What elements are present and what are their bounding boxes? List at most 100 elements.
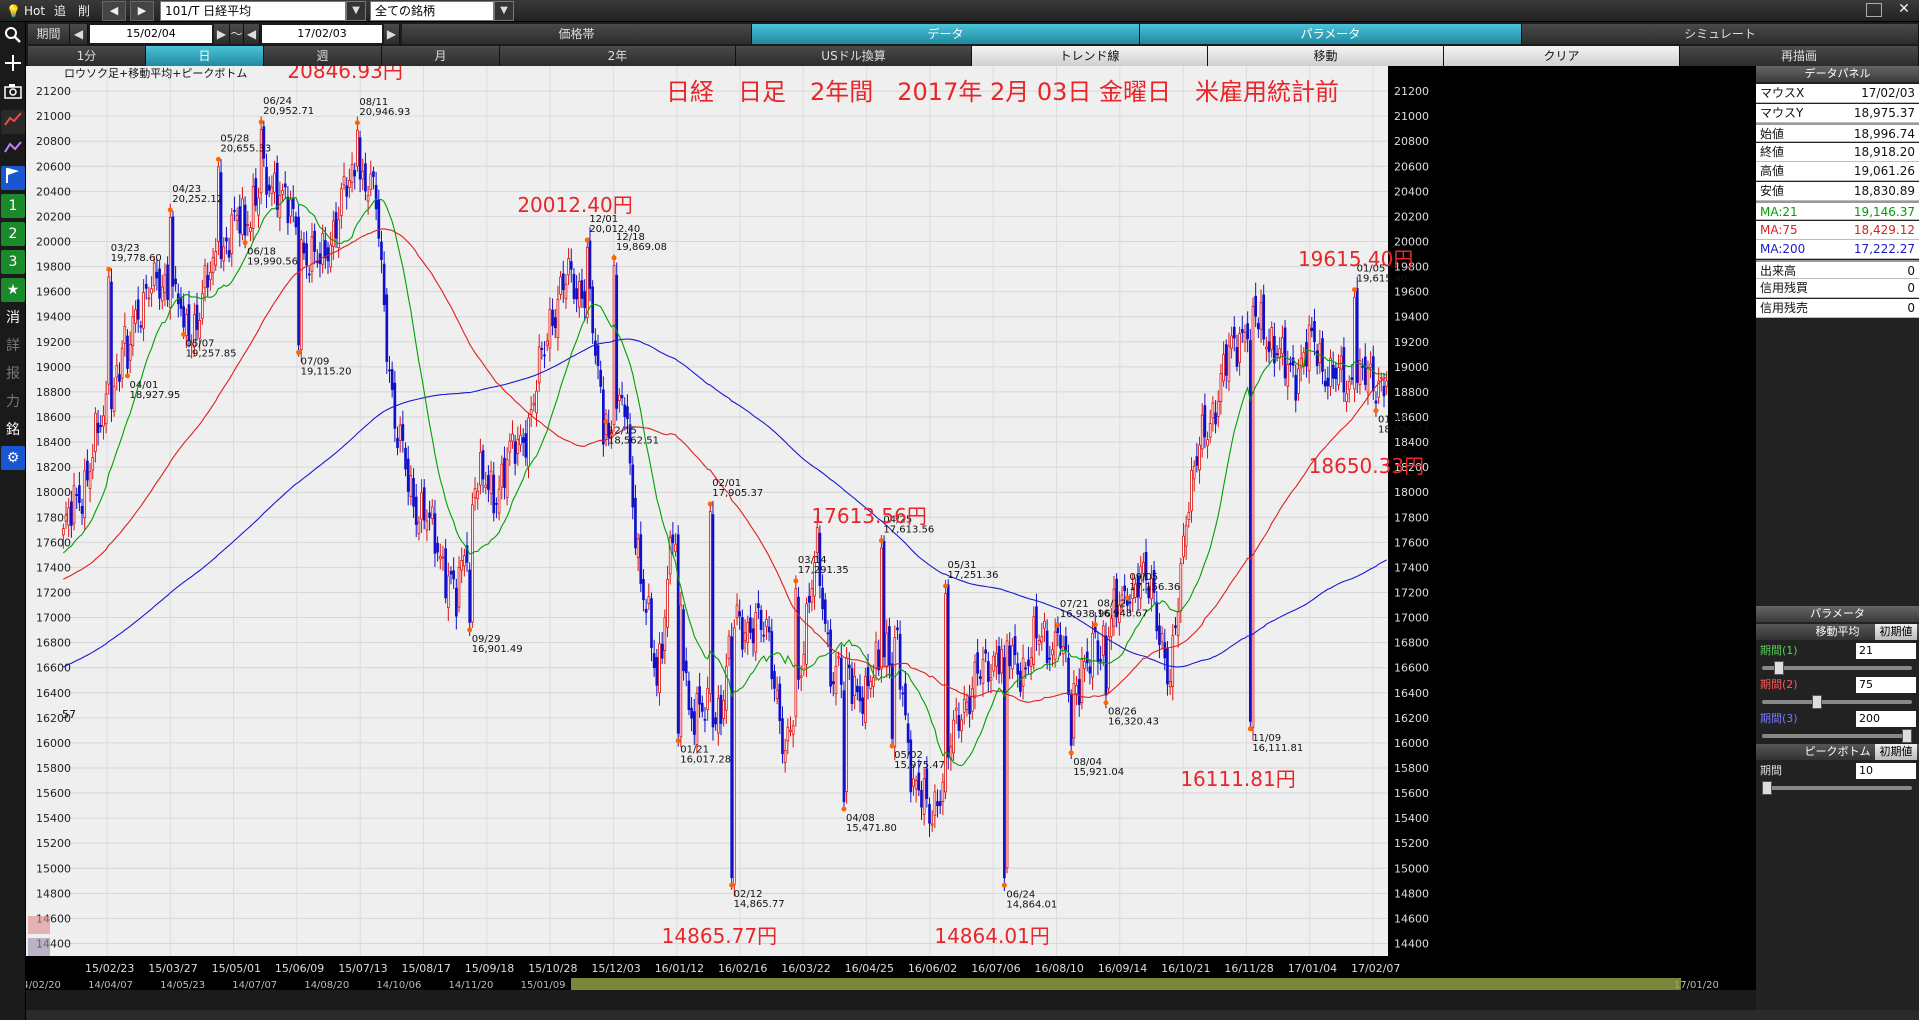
usd-convert-button[interactable]: USドル換算 [736,46,972,66]
candle-body [880,547,883,670]
ma-period1-value[interactable]: 21 [1856,643,1916,659]
candle-body [866,667,870,687]
data-panel-header: データパネル [1756,66,1919,82]
redraw-button[interactable]: 再描画 [1680,46,1919,66]
interval-day[interactable]: 日 [146,46,264,66]
tab-price-zone[interactable]: 価格帯 [402,24,752,44]
ma-period1-knob[interactable] [1774,661,1784,675]
candle-body [1211,402,1215,419]
candle-body [1273,335,1276,364]
peak-date-label: 01/18 [1378,415,1407,426]
filter-dropdown[interactable]: ▼ [494,1,514,21]
candle-body [1361,365,1364,368]
ma-period2-slider[interactable] [1762,695,1912,709]
camera-icon[interactable] [1,82,25,106]
hot-button[interactable]: Hot [24,4,46,18]
window-icon[interactable] [1866,3,1882,17]
detail-button[interactable]: 詳 [6,338,20,354]
bottom-scroll-bar[interactable] [26,1010,1919,1020]
candle-body [1294,374,1298,401]
candle-body [968,696,971,715]
candle-body [1176,611,1180,636]
prev-symbol-button[interactable]: ◀ [102,1,126,21]
ma1-button[interactable]: 1 [1,194,25,218]
flag-icon[interactable] [1,166,25,190]
ma-period1-slider[interactable] [1762,661,1912,675]
bulb-icon[interactable]: 💡 [6,4,21,18]
add-button[interactable]: 追 [54,4,67,18]
x-tick-label: 16/10/21 [1161,962,1210,975]
y-tick-label-right: 14400 [1394,937,1429,950]
interval-1min[interactable]: 1分 [28,46,146,66]
ma2-button[interactable]: 2 [1,222,25,246]
candle-body [144,283,148,289]
tab-parameter[interactable]: パラメータ [1140,24,1522,44]
candle-body [489,470,493,495]
peak-value-label: 16,017.28 [680,755,731,766]
tab-data[interactable]: データ [752,24,1140,44]
big-price-label: 20012.40円 [517,193,632,217]
start-next-button[interactable]: ▶ [214,24,230,44]
candle-body [115,364,119,378]
end-date-input[interactable]: 17/02/03 [262,25,382,43]
delete-button[interactable]: 削 [78,4,91,18]
interval-month[interactable]: 月 [382,46,500,66]
candle-body [524,433,528,458]
crosshair-icon[interactable] [1,54,25,78]
ma-init-button[interactable]: 初期値 [1875,624,1917,640]
start-date-input[interactable]: 15/02/04 [90,25,212,43]
data-row-label: 信用残売 [1760,300,1809,315]
next-symbol-button[interactable]: ▶ [130,1,154,21]
star-icon[interactable]: ★ [1,278,25,302]
ma-period2-value[interactable]: 75 [1856,677,1916,693]
ma-period2-row: 期間(2) 75 [1756,676,1919,694]
candle-body [83,470,87,519]
ma-section-title: 移動平均 [1815,625,1860,638]
peak-bottom-knob[interactable] [1762,781,1772,795]
ma-period2-knob[interactable] [1812,695,1822,709]
filter-select[interactable]: 全ての銘柄 [370,1,494,21]
end-prev-button[interactable]: ◀ [244,24,260,44]
symbol-input[interactable]: 101/T 日経平均 [160,1,346,21]
trendline-button[interactable]: トレンド線 [972,46,1208,66]
candle-body [1310,327,1314,332]
peak-bottom-slider[interactable] [1762,781,1912,795]
line-chart-icon[interactable] [1,110,25,134]
tab-simulate[interactable]: シミュレート [1522,24,1919,44]
stock-button[interactable]: 銘 [6,422,20,438]
clear-button[interactable]: クリア [1444,46,1680,66]
peak-bottom-value[interactable]: 10 [1856,763,1916,779]
start-prev-button[interactable]: ◀ [70,24,88,44]
candle-body [294,216,298,228]
symbol-dropdown[interactable]: ▼ [346,1,366,21]
peak-bottom-init-button[interactable]: 初期値 [1875,744,1917,760]
ma-period3-slider[interactable] [1762,729,1912,743]
peak-date-label: 05/28 [220,133,249,144]
x-tick-label: 16/03/22 [781,962,830,975]
gear-icon[interactable]: ⚙ [1,446,25,470]
peak-value-label: 17,613.56 [883,525,934,536]
interval-2year[interactable]: 2年 [500,46,736,66]
ma-period3-value[interactable]: 200 [1856,711,1916,727]
area-chart-icon[interactable] [1,138,25,162]
candle-body [1085,651,1089,664]
erase-button[interactable]: 消 [6,310,20,326]
peak-marker [729,882,735,888]
end-next-button[interactable]: ▶ [384,24,400,44]
chart-area[interactable]: 14400 14400 14600 14600 14800 14800 15000 15000… [16,59,1756,992]
report-button[interactable]: 报 [6,366,20,382]
interval-week[interactable]: 週 [264,46,382,66]
candle-body [1037,640,1041,645]
ma-period3-knob[interactable] [1902,729,1912,743]
candle-body [195,304,199,330]
candle-body [610,429,613,436]
x-tick-label: 15/09/18 [465,962,514,975]
ma3-button[interactable]: 3 [1,250,25,274]
search-icon[interactable] [1,26,25,50]
move-button[interactable]: 移動 [1208,46,1444,66]
close-button[interactable]: ✕ [1898,1,1910,17]
candle-body [94,412,97,452]
input-button[interactable]: 力 [6,394,20,410]
big-price-label: 17613.56円 [811,504,926,528]
